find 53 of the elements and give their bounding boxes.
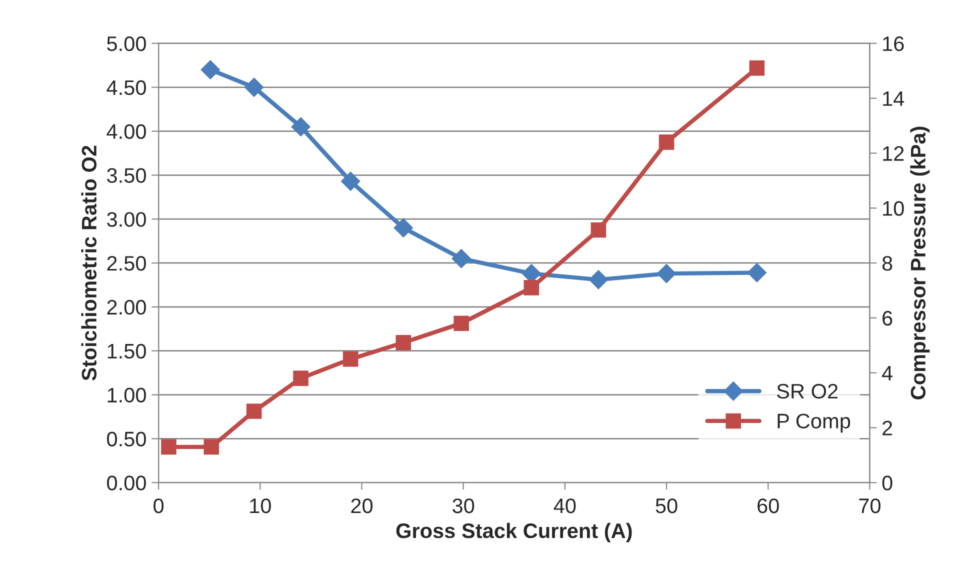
point: [342, 351, 358, 367]
x-tick-label: 10: [250, 498, 271, 514]
point: [749, 60, 765, 76]
point: [341, 172, 360, 191]
point: [396, 334, 412, 350]
y-tick-label: 1.50: [108, 344, 146, 359]
x-tick-label: 50: [656, 498, 678, 514]
y2-tick-label: 6: [882, 310, 892, 326]
y-tick-label: 0.00: [107, 476, 146, 490]
point: [204, 439, 220, 455]
point: [244, 78, 264, 97]
y-tick-label: 4.00: [106, 124, 146, 139]
y-tick-label: 3.50: [107, 168, 146, 183]
point: [658, 134, 674, 150]
point: [454, 316, 469, 332]
y-tick-label: 2.50: [107, 256, 146, 271]
y2-tick-label: 16: [883, 36, 904, 52]
y-axis-title: Stoichiometric Ratio O2: [81, 146, 97, 380]
point: [656, 264, 676, 284]
point: [590, 222, 606, 238]
point: [291, 117, 310, 136]
x-tick-label: 0: [154, 498, 164, 514]
y2-tick-label: 14: [883, 91, 904, 106]
point: [524, 280, 540, 296]
point: [452, 249, 471, 268]
y2-tick-label: 12: [883, 146, 904, 161]
y2-tick-label: 2: [882, 420, 892, 436]
y2-tick-label: 10: [883, 201, 904, 216]
y2-tick-label: 8: [882, 256, 892, 271]
x-tick-label: 70: [859, 498, 880, 514]
point: [200, 60, 220, 80]
y-tick-label: 3.00: [107, 212, 146, 227]
y-tick-label: 2.00: [107, 300, 146, 315]
y2-tick-label: 0: [882, 476, 892, 490]
x-axis-title: Gross Stack Current (A): [396, 522, 632, 542]
y-tick-label: 5.00: [107, 36, 146, 52]
y-tick-label: 1.00: [108, 388, 146, 403]
x-tick-label: 40: [554, 498, 576, 514]
point: [588, 270, 608, 290]
point: [246, 404, 262, 419]
point: [293, 370, 308, 386]
legend-label: SR O2: [777, 384, 838, 399]
point: [747, 263, 766, 282]
point: [394, 218, 413, 238]
y2-axis-title: Compressor Pressure (kPa): [910, 126, 930, 400]
y-tick-label: 0.50: [107, 432, 146, 446]
y-tick-label: 4.50: [106, 80, 146, 96]
point: [161, 439, 176, 455]
x-tick-label: 30: [452, 498, 474, 514]
x-tick-label: 60: [758, 498, 779, 514]
y2-tick-label: 4: [882, 366, 892, 380]
legend-label: P Comp: [778, 414, 850, 433]
x-tick-label: 20: [351, 498, 373, 514]
